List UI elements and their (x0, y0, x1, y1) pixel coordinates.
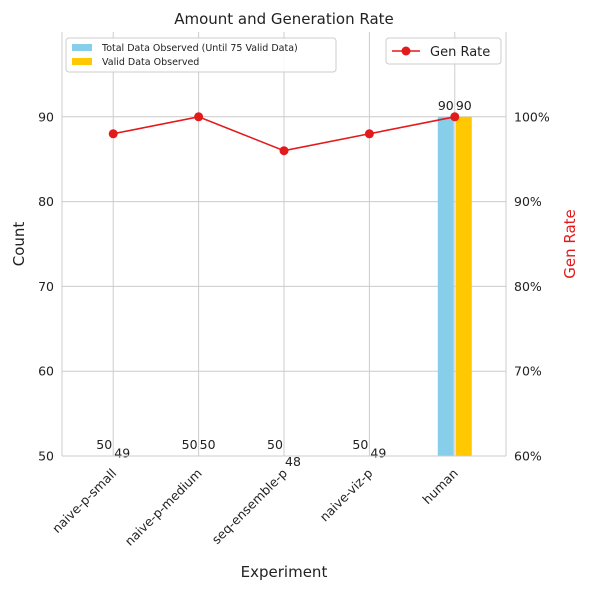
bar-label-valid: 49 (114, 445, 130, 460)
y-tick-label: 90 (38, 109, 54, 124)
axis-layer: 50 60 70 80 90 naive-p-small naive-p-medium seq… (38, 32, 550, 549)
y-tick-label: 50 (38, 449, 54, 464)
bar-label-total: 90 (438, 98, 454, 113)
y2-tick-label: 70% (514, 364, 542, 379)
bar-label-total: 50 (96, 437, 112, 452)
legend-marker-gen-rate (401, 46, 411, 56)
x-tick-label: naive-p-medium (122, 466, 205, 549)
legend-label-valid: Valid Data Observed (102, 57, 199, 68)
legend-swatch-total (72, 44, 92, 51)
x-tick-label: seq-ensemble-p (209, 465, 290, 546)
x-tick-label: naive-viz-p (317, 465, 376, 524)
y-tick-label: 80 (38, 194, 54, 209)
gen-rate-point (194, 112, 204, 122)
y2-tick-label: 90% (514, 194, 542, 209)
y2-tick-label: 80% (514, 279, 542, 294)
line-layer (108, 112, 460, 156)
y2-axis-label: Gen Rate (561, 209, 579, 279)
gen-rate-point (364, 129, 374, 139)
y2-tick-label: 100% (514, 109, 550, 124)
legend-left-frame (65, 37, 337, 73)
legend-label-gen-rate: Gen Rate (430, 45, 490, 60)
bar-label-total: 50 (182, 437, 198, 452)
bar-label-valid: 49 (370, 445, 386, 460)
legend-right-frame (385, 37, 502, 65)
grid-layer (62, 32, 506, 457)
x-axis-label: Experiment (241, 563, 328, 581)
x-tick-label: naive-p-small (49, 466, 119, 536)
legend-swatch-valid (72, 58, 92, 65)
x-tick-label: human (419, 466, 460, 507)
bar-label-valid: 50 (200, 437, 216, 452)
legend-right: Gen Rate (385, 37, 502, 65)
gen-rate-point (108, 129, 118, 139)
legend-left: Total Data Observed (Until 75 Valid Data… (65, 37, 337, 73)
bar-label-valid: 48 (285, 454, 301, 469)
bar-valid (455, 116, 472, 457)
y-tick-label: 60 (38, 364, 54, 379)
y-tick-label: 70 (38, 279, 54, 294)
legend-label-total: Total Data Observed (Until 75 Valid Data… (101, 43, 298, 54)
chart-title: Amount and Generation Rate (174, 10, 394, 28)
bar-total (437, 116, 454, 457)
y-axis-label: Count (10, 222, 28, 267)
bar-label-valid: 90 (456, 98, 472, 113)
y2-tick-label: 60% (514, 449, 542, 464)
gen-rate-point (279, 146, 289, 156)
bar-label-total: 50 (267, 437, 283, 452)
bar-label-total: 50 (352, 437, 368, 452)
gen-rate-point (450, 112, 460, 122)
